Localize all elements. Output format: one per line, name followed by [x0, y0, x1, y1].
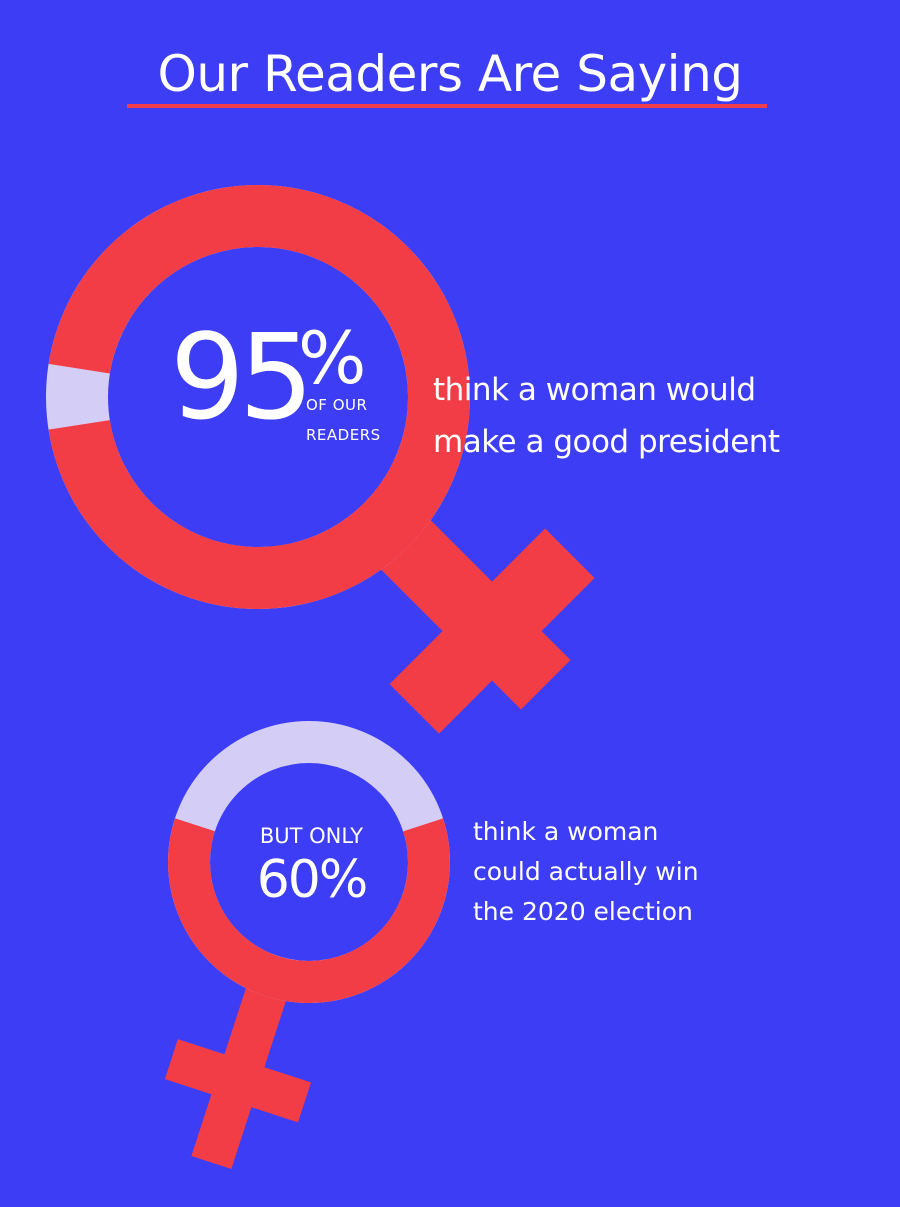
- venus-crossbar: [389, 528, 595, 734]
- stat2-percentage-value: 60%: [256, 850, 369, 910]
- stat1-percent-sign: %: [298, 316, 367, 400]
- venus-symbol-large: [46, 185, 595, 734]
- title-underline: [127, 104, 767, 108]
- stat2-description-line3: the 2020 election: [473, 897, 693, 926]
- page-title: Our Readers Are Saying: [157, 45, 744, 103]
- stat1-description-line1: think a woman would: [433, 372, 756, 408]
- stat1-label-line2: READERS: [306, 426, 381, 444]
- venus-stem: [358, 497, 571, 710]
- stat1-label-line1: OF OUR: [306, 396, 368, 414]
- ring-value-segment: [168, 721, 450, 1003]
- venus-symbol-small: [164, 721, 450, 1170]
- stat1-description-line2: make a good president: [433, 424, 780, 460]
- stat2-description: think a woman could actually win the 202…: [473, 812, 699, 932]
- stat2-description-line1: think a woman: [473, 817, 659, 846]
- stat2-description-line2: could actually win: [473, 857, 699, 886]
- ring-value-segment: [46, 185, 470, 609]
- stat1-percentage-value: 95: [169, 308, 314, 446]
- venus-crossbar: [164, 1039, 311, 1123]
- stat1-description: think a woman would make a good presiden…: [433, 364, 780, 468]
- stat2-prefix: BUT ONLY: [259, 824, 364, 848]
